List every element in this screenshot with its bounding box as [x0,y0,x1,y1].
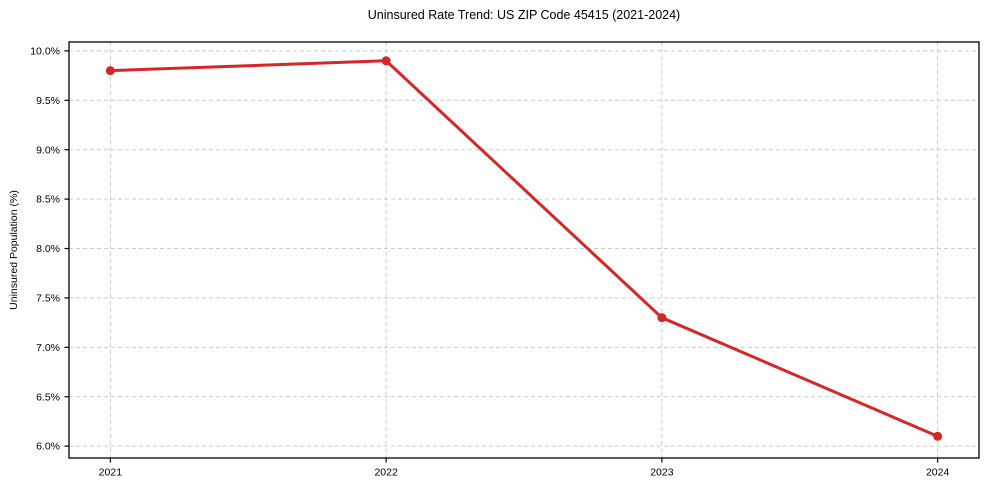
y-tick-label: 8.0% [36,243,60,255]
y-axis-label: Uninsured Population (%) [8,190,20,310]
plot-border [68,41,980,459]
x-tick-label: 2024 [926,467,950,479]
data-point [933,431,943,441]
y-tick-label: 10.0% [30,45,60,57]
data-point [381,56,391,66]
y-tick-label: 7.5% [36,293,60,305]
data-point [105,66,115,76]
data-point [657,313,667,323]
y-tick-label: 9.0% [36,144,60,156]
x-tick-label: 2022 [374,467,398,479]
chart-title: Uninsured Rate Trend: US ZIP Code 45415 … [367,8,681,22]
y-tick-label: 9.5% [36,95,60,107]
trend-line [108,59,940,438]
y-tick-label: 6.5% [36,391,60,403]
x-tick-label: 2023 [650,467,674,479]
y-tick-label: 7.0% [36,342,60,354]
x-tick-label: 2021 [99,467,123,479]
y-tick-label: 8.5% [36,194,60,206]
y-tick-label: 6.0% [36,441,60,453]
